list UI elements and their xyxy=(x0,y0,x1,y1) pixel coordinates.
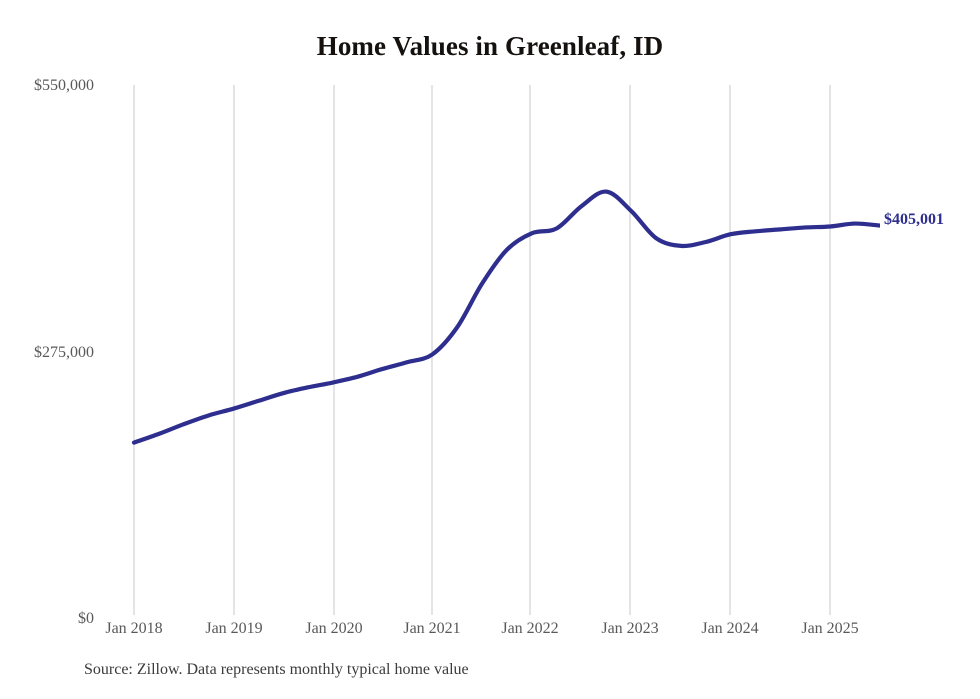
x-tick-label-jan-2018: Jan 2018 xyxy=(105,620,163,637)
x-tick-label-jan-2023: Jan 2023 xyxy=(601,620,659,637)
source-note: Source: Zillow. Data represents monthly … xyxy=(84,661,469,678)
y-tick-label-275000: $275,000 xyxy=(34,344,94,361)
y-tick-label-0: $0 xyxy=(78,610,94,627)
chart-title: Home Values in Greenleaf, ID xyxy=(316,31,664,61)
x-axis: Jan 2018 Jan 2019 Jan 2020 Jan 2021 Jan … xyxy=(0,620,980,650)
end-value-annotation: $405,001 xyxy=(884,211,944,228)
line-chart-svg xyxy=(131,85,880,615)
x-tick-label-jan-2021: Jan 2021 xyxy=(403,620,461,637)
x-tick-label-jan-2022: Jan 2022 xyxy=(501,620,559,637)
y-tick-label-550000: $550,000 xyxy=(34,77,94,94)
x-tick-label-jan-2019: Jan 2019 xyxy=(205,620,263,637)
x-tick-label-jan-2024: Jan 2024 xyxy=(701,620,759,637)
home-value-line xyxy=(131,189,880,445)
plot-area xyxy=(100,85,880,618)
x-tick-label-jan-2020: Jan 2020 xyxy=(305,620,363,637)
vertical-gridlines xyxy=(133,85,831,615)
x-tick-label-jan-2025: Jan 2025 xyxy=(801,620,859,637)
y-axis: $550,000 $275,000 $0 xyxy=(0,0,94,699)
